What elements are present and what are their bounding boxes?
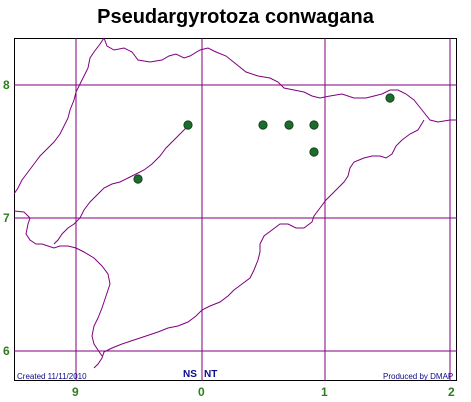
- grid-lines: [14, 38, 457, 381]
- record-dot: [309, 120, 319, 130]
- record-dot: [309, 147, 319, 157]
- coastline-secondary: [53, 123, 191, 245]
- map-frame: [14, 38, 457, 381]
- record-dot: [385, 93, 395, 103]
- record-dot: [258, 120, 268, 130]
- y-label-6: 6: [3, 344, 10, 358]
- coastline: [14, 38, 457, 369]
- record-dot: [183, 120, 193, 130]
- x-label-0: 0: [198, 385, 205, 399]
- grid-code-ns: NS: [183, 369, 197, 380]
- produced-by-text: Produced by DMAP: [383, 372, 454, 381]
- x-label-9: 9: [72, 385, 79, 399]
- record-dot: [284, 120, 294, 130]
- distribution-map: [14, 38, 457, 381]
- grid-code-nt: NT: [204, 369, 218, 380]
- record-dots: [133, 93, 395, 184]
- y-label-8: 8: [3, 78, 10, 92]
- x-label-2: 2: [448, 385, 455, 399]
- map-border: [14, 38, 457, 381]
- y-label-7: 7: [3, 211, 10, 225]
- created-date-text: Created 11/11/2010: [17, 372, 87, 381]
- map-title: Pseudargyrotoza conwagana: [97, 6, 374, 28]
- record-dot: [133, 174, 143, 184]
- x-label-1: 1: [321, 385, 328, 399]
